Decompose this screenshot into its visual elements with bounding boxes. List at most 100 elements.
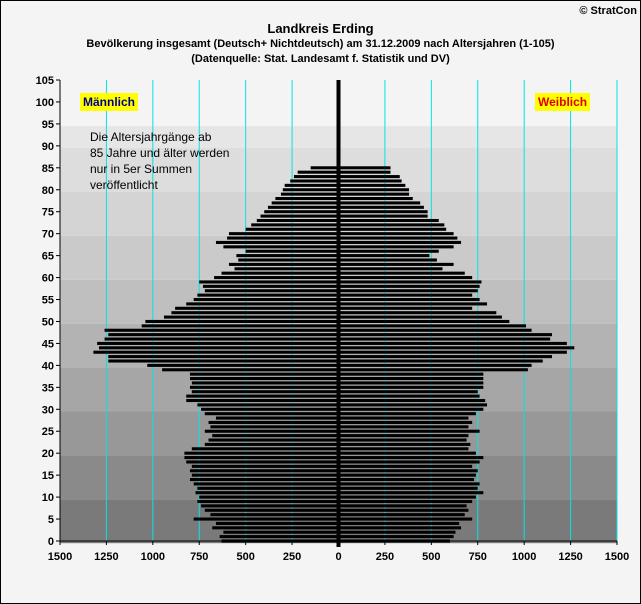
female-bar bbox=[338, 289, 478, 293]
male-bar bbox=[204, 442, 339, 446]
y-tick-label: 25 bbox=[42, 426, 54, 438]
female-bar bbox=[338, 491, 484, 495]
male-bar bbox=[108, 333, 339, 337]
female-bar bbox=[338, 306, 473, 310]
y-tick-label: 105 bbox=[36, 75, 54, 87]
male-bar bbox=[199, 495, 339, 499]
female-bar bbox=[338, 236, 458, 240]
male-bar bbox=[208, 420, 339, 424]
female-bar bbox=[338, 434, 469, 438]
female-bar bbox=[338, 205, 424, 209]
male-bar bbox=[189, 377, 339, 381]
male-bar bbox=[245, 249, 339, 253]
female-bar bbox=[338, 517, 473, 521]
female-bar bbox=[338, 271, 465, 275]
male-bar bbox=[223, 245, 339, 249]
male-bar bbox=[186, 394, 339, 398]
female-bar bbox=[338, 482, 480, 486]
female-bar bbox=[338, 175, 400, 179]
female-bar bbox=[338, 407, 484, 411]
y-tick-label: 95 bbox=[42, 119, 54, 131]
male-bar bbox=[284, 183, 339, 187]
female-bar bbox=[338, 179, 402, 183]
female-bar bbox=[338, 284, 480, 288]
male-bar bbox=[186, 398, 339, 403]
y-tick-label: 90 bbox=[42, 141, 54, 153]
female-bar bbox=[338, 412, 476, 416]
female-bar bbox=[338, 293, 473, 297]
male-bar bbox=[197, 486, 339, 490]
female-bar bbox=[338, 416, 469, 420]
male-bar bbox=[215, 240, 339, 244]
female-bar bbox=[338, 302, 488, 306]
male-bar bbox=[197, 499, 339, 504]
male-bar bbox=[271, 201, 339, 205]
female-bar bbox=[338, 521, 460, 525]
chart-title: Landkreis Erding bbox=[267, 21, 374, 36]
female-bar bbox=[338, 240, 462, 244]
note-line: veröffentlicht bbox=[90, 178, 158, 192]
male-bar bbox=[141, 324, 339, 328]
female-bar bbox=[338, 258, 437, 262]
x-tick-label: 0 bbox=[335, 551, 341, 563]
male-bar bbox=[162, 368, 339, 372]
y-tick-label: 30 bbox=[42, 404, 54, 416]
y-tick-label: 100 bbox=[36, 97, 54, 109]
female-bar bbox=[338, 359, 543, 363]
male-bar bbox=[108, 355, 339, 359]
x-tick-label: 1000 bbox=[512, 551, 536, 563]
female-bar bbox=[338, 438, 467, 442]
female-bar bbox=[338, 170, 391, 174]
male-bar bbox=[163, 315, 339, 319]
female-bar bbox=[338, 429, 480, 433]
female-bar bbox=[338, 197, 413, 201]
female-bar bbox=[338, 346, 575, 350]
male-bar bbox=[204, 289, 339, 293]
y-tick-label: 15 bbox=[42, 470, 54, 482]
female-bar bbox=[338, 333, 553, 337]
female-bar bbox=[338, 420, 473, 424]
male-bar bbox=[215, 416, 339, 420]
male-bar bbox=[215, 521, 339, 525]
female-bar bbox=[338, 262, 454, 266]
female-bar bbox=[338, 341, 567, 345]
y-tick-label: 20 bbox=[42, 448, 54, 460]
female-bar bbox=[338, 315, 502, 319]
y-tick-label: 60 bbox=[42, 273, 54, 285]
female-bar bbox=[338, 464, 473, 468]
male-bar bbox=[260, 214, 339, 218]
female-bar bbox=[338, 372, 484, 376]
y-tick-label: 80 bbox=[42, 185, 54, 197]
female-bar bbox=[338, 276, 473, 280]
y-tick-label: 10 bbox=[42, 492, 54, 504]
female-bar bbox=[338, 254, 430, 258]
male-bar bbox=[184, 456, 339, 460]
y-tick-label: 35 bbox=[42, 382, 54, 394]
y-tick-label: 55 bbox=[42, 295, 54, 307]
female-bar bbox=[338, 319, 510, 324]
male-bar bbox=[191, 473, 339, 477]
y-tick-label: 75 bbox=[42, 207, 54, 219]
male-bar bbox=[191, 464, 339, 468]
note-line: Die Altersjahrgänge ab bbox=[90, 130, 212, 144]
male-bar bbox=[280, 192, 339, 196]
male-bar bbox=[290, 179, 339, 183]
male-bar bbox=[189, 477, 339, 482]
male-bar bbox=[297, 170, 339, 174]
female-bar bbox=[338, 477, 475, 482]
male-bar bbox=[201, 504, 339, 508]
chart-subtitle: Bevölkerung insgesamt (Deutsch+ Nichtdeu… bbox=[86, 38, 555, 50]
female-bar bbox=[338, 324, 527, 328]
female-bar bbox=[338, 368, 528, 372]
male-bar bbox=[195, 491, 339, 495]
male-bar bbox=[193, 517, 339, 521]
male-bar bbox=[204, 412, 339, 416]
male-bar bbox=[191, 447, 339, 451]
male-bar bbox=[238, 258, 339, 262]
male-bar bbox=[191, 381, 339, 385]
male-bar bbox=[193, 482, 339, 486]
female-bar bbox=[338, 188, 410, 192]
female-bar bbox=[338, 381, 484, 385]
male-bar bbox=[147, 363, 339, 367]
